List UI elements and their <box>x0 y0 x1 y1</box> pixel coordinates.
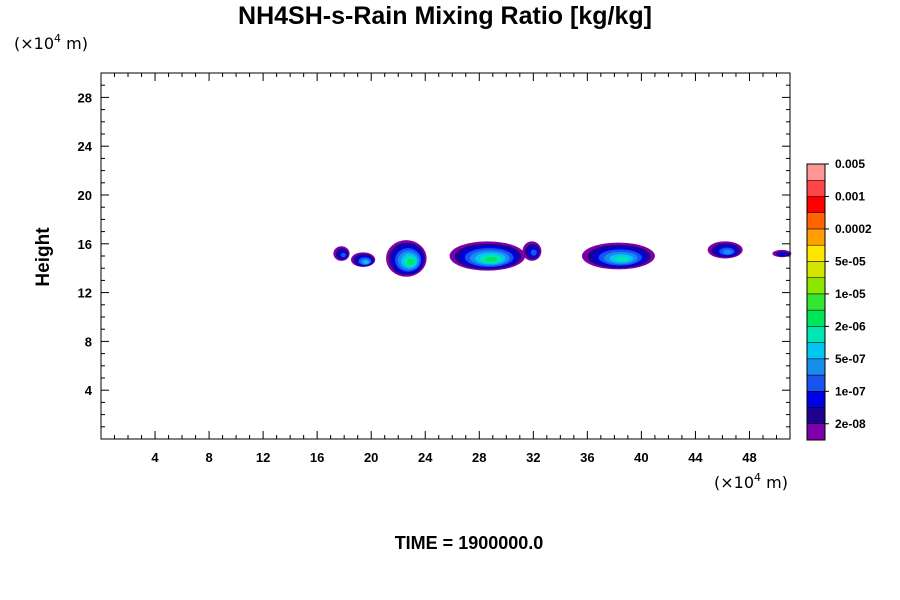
y-tick-label: 24 <box>78 139 93 154</box>
colorbar-swatch <box>806 196 826 213</box>
x-tick-label: 24 <box>418 450 433 465</box>
contour-level <box>615 256 629 262</box>
y-tick-label: 4 <box>85 383 93 398</box>
colorbar-swatch <box>806 277 826 295</box>
colorbar-swatch <box>806 407 826 425</box>
contour-level <box>340 252 346 258</box>
colorbar-label: 0.001 <box>835 189 865 203</box>
contour-level <box>485 257 498 262</box>
colorbar-swatch <box>806 358 826 376</box>
time-label: TIME = 1900000.0 <box>395 533 544 553</box>
x-tick-label: 48 <box>742 450 756 465</box>
colorbar-label: 5e-07 <box>835 352 866 366</box>
y-tick-labels: 4 8 12 16 20 24 28 <box>78 90 93 398</box>
colorbar-frame <box>806 163 826 441</box>
colorbar-swatch <box>806 293 826 311</box>
colorbar-swatch <box>806 228 826 246</box>
colorbar-swatch <box>806 261 826 278</box>
colorbar-label: 2e-06 <box>835 319 866 333</box>
colorbar-label: 5e-05 <box>835 254 866 268</box>
colorbar-swatch <box>806 179 826 197</box>
colorbar-label: 0.005 <box>835 157 865 171</box>
cloud-cell <box>772 249 792 258</box>
axis-ticks <box>101 73 790 439</box>
cloud-cell <box>581 242 655 270</box>
chart-title: NH4SH-s-Rain Mixing Ratio [kg/kg] <box>238 2 652 30</box>
contour-level <box>407 258 414 265</box>
colorbar-label: 2e-08 <box>835 417 866 431</box>
x-tick-label: 12 <box>256 450 270 465</box>
colorbar-swatch <box>806 309 826 327</box>
colorbar-label: 1e-05 <box>835 287 866 301</box>
cloud-cell <box>386 240 427 277</box>
x-tick-label: 16 <box>310 450 324 465</box>
colorbar-swatch <box>806 374 826 392</box>
y-tick-label: 28 <box>78 90 92 105</box>
x-tick-label: 20 <box>364 450 378 465</box>
cloud-cell <box>350 252 376 267</box>
x-tick-label: 40 <box>634 450 648 465</box>
plot-frame <box>100 72 791 440</box>
colorbar-swatch <box>806 212 826 230</box>
x-tick-label: 36 <box>580 450 594 465</box>
colorbar-label: 0.0002 <box>835 222 872 236</box>
x-tick-label: 28 <box>472 450 486 465</box>
contour-level <box>363 260 369 264</box>
x-tick-labels: 4 8 12 16 20 24 28 32 36 40 44 48 <box>151 450 756 465</box>
y-axis-unit: (×104 m) <box>14 32 88 53</box>
contour-level <box>779 253 787 257</box>
y-tick-label: 8 <box>85 334 92 349</box>
colorbar <box>806 163 826 441</box>
colorbar-swatch <box>806 391 826 408</box>
colorbar-swatch <box>806 163 826 181</box>
contour-level <box>722 249 733 255</box>
plot-area <box>100 72 792 440</box>
x-axis-unit: (×104 m) <box>714 471 788 492</box>
contour-level <box>530 249 537 256</box>
cloud-cell <box>522 241 542 261</box>
colorbar-labels: 2e-08 1e-07 5e-07 2e-06 1e-05 5e-05 0.0002 0.00… <box>825 157 872 431</box>
x-tick-label: 8 <box>205 450 212 465</box>
cloud-cell <box>449 241 526 271</box>
colorbar-swatch <box>806 326 826 343</box>
y-tick-label: 12 <box>78 286 92 301</box>
cloud-cell <box>333 246 350 261</box>
x-tick-label: 32 <box>526 450 540 465</box>
x-tick-label: 44 <box>688 450 703 465</box>
colorbar-label: 1e-07 <box>835 384 866 398</box>
cloud-cell <box>707 241 743 259</box>
cloud-cells <box>333 240 792 277</box>
y-tick-label: 16 <box>78 237 92 252</box>
colorbar-swatch <box>806 423 826 441</box>
colorbar-swatch <box>806 342 826 360</box>
y-tick-label: 20 <box>78 188 92 203</box>
x-tick-label: 4 <box>151 450 159 465</box>
colorbar-swatch <box>806 244 826 262</box>
y-axis-label: Height <box>33 227 54 287</box>
